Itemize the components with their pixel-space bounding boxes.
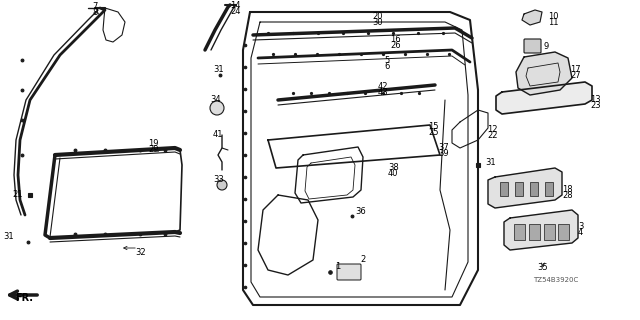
Text: 31: 31 <box>3 232 13 241</box>
Text: 13: 13 <box>590 95 600 104</box>
Text: 18: 18 <box>562 185 573 194</box>
Text: 20: 20 <box>372 12 383 21</box>
FancyBboxPatch shape <box>337 264 361 280</box>
Text: 16: 16 <box>390 35 401 44</box>
Text: 36: 36 <box>355 207 365 216</box>
Bar <box>500 182 508 196</box>
Text: 35: 35 <box>537 263 548 272</box>
Polygon shape <box>516 52 572 95</box>
Text: 43: 43 <box>378 88 388 97</box>
Text: 33: 33 <box>213 175 224 184</box>
Text: TZ54B3920C: TZ54B3920C <box>532 277 578 283</box>
Text: 9: 9 <box>543 42 548 51</box>
Text: 12: 12 <box>487 125 497 134</box>
Text: 30: 30 <box>372 18 383 27</box>
Text: 4: 4 <box>578 228 583 237</box>
Text: 38: 38 <box>388 163 399 172</box>
Text: 37: 37 <box>438 143 449 152</box>
Text: 21: 21 <box>12 190 22 199</box>
Text: 42: 42 <box>378 82 388 91</box>
Bar <box>529 224 540 240</box>
Text: 3: 3 <box>578 222 584 231</box>
FancyBboxPatch shape <box>524 39 541 53</box>
Polygon shape <box>504 210 578 250</box>
Text: 29: 29 <box>148 145 159 154</box>
Bar <box>514 224 525 240</box>
Text: 32: 32 <box>135 248 146 257</box>
Text: 19: 19 <box>148 139 159 148</box>
Text: 23: 23 <box>590 101 600 110</box>
Text: 27: 27 <box>570 71 580 80</box>
Text: 6: 6 <box>384 62 389 71</box>
Text: FR.: FR. <box>15 293 33 303</box>
Text: 8: 8 <box>92 8 97 17</box>
Text: 2: 2 <box>360 255 365 264</box>
Bar <box>515 182 523 196</box>
Polygon shape <box>522 10 542 25</box>
Bar <box>545 182 553 196</box>
Text: 11: 11 <box>548 18 559 27</box>
Text: 17: 17 <box>570 65 580 74</box>
Circle shape <box>217 180 227 190</box>
Text: 25: 25 <box>428 128 438 137</box>
Text: 26: 26 <box>390 41 401 50</box>
Text: 24: 24 <box>230 7 241 16</box>
Text: 31: 31 <box>485 158 495 167</box>
Text: 34: 34 <box>210 95 221 104</box>
Polygon shape <box>496 82 592 114</box>
Text: 28: 28 <box>562 191 573 200</box>
Text: 41: 41 <box>213 130 223 139</box>
Text: 15: 15 <box>428 122 438 131</box>
Text: 14: 14 <box>230 1 241 10</box>
Bar <box>558 224 569 240</box>
Text: 1: 1 <box>335 262 340 271</box>
Text: 40: 40 <box>388 169 399 178</box>
Text: 31: 31 <box>213 65 223 74</box>
Text: 7: 7 <box>92 2 97 11</box>
Polygon shape <box>488 168 562 208</box>
Text: 39: 39 <box>438 149 449 158</box>
Text: 5: 5 <box>384 56 389 65</box>
Text: 10: 10 <box>548 12 559 21</box>
Text: 22: 22 <box>487 131 497 140</box>
Bar <box>544 224 555 240</box>
Bar <box>530 182 538 196</box>
Circle shape <box>210 101 224 115</box>
